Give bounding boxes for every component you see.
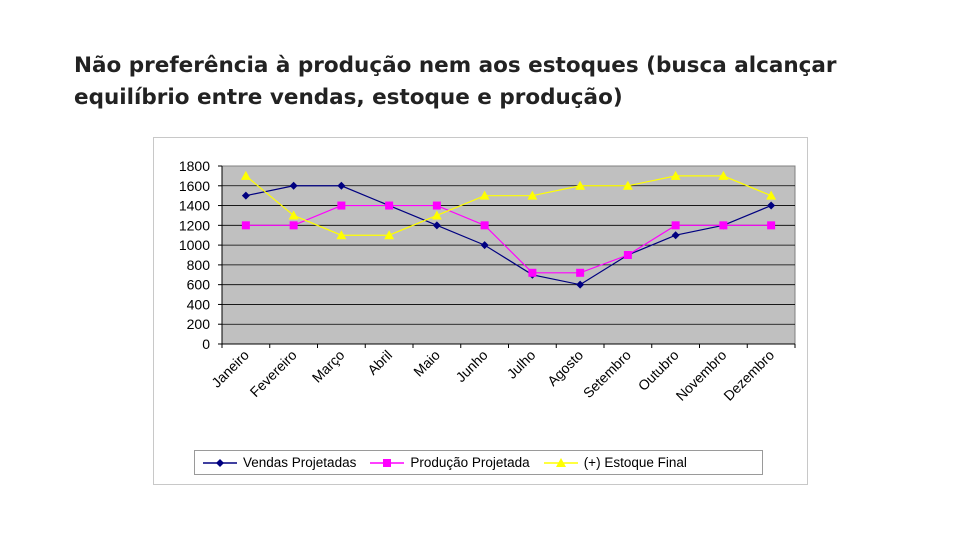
y-tick-label: 1600 xyxy=(179,178,210,194)
y-tick-label: 200 xyxy=(187,316,211,332)
data-point-series-2 xyxy=(576,268,585,277)
legend-item-2: Produção Projetada xyxy=(368,455,530,470)
data-point-series-1 xyxy=(671,231,680,240)
slide-title-line-1: Não preferência à produção nem aos estoq… xyxy=(74,53,837,78)
data-point-series-1 xyxy=(289,181,298,190)
data-point-series-3 xyxy=(766,190,777,200)
x-tick-label: Setembro xyxy=(580,347,634,401)
legend-marker xyxy=(555,457,566,467)
data-point-series-2 xyxy=(623,251,632,259)
data-point-series-3 xyxy=(288,210,299,220)
legend-item-3: (+) Estoque Final xyxy=(542,455,687,470)
plot-area xyxy=(221,165,796,345)
y-tick-label: 800 xyxy=(187,257,211,273)
data-point-series-3 xyxy=(718,170,729,180)
data-point-series-2 xyxy=(385,201,394,210)
series-line-1 xyxy=(245,185,772,286)
data-point-series-1 xyxy=(576,280,585,289)
x-tick-label: Agosto xyxy=(544,347,586,389)
chart-legend: Vendas Projetadas Produção Projetada (+) E… xyxy=(194,450,763,475)
data-point-series-2 xyxy=(528,268,537,277)
data-point-series-2 xyxy=(432,201,441,210)
legend-label: Vendas Projetadas xyxy=(243,455,357,470)
y-tick-label: 1800 xyxy=(179,158,210,174)
data-point-series-1 xyxy=(767,201,776,210)
data-point-series-3 xyxy=(670,170,681,180)
slide-title: Não preferência à produção nem aos estoq… xyxy=(74,50,894,114)
data-point-series-3 xyxy=(622,180,633,190)
x-tick-label: Novembro xyxy=(673,347,730,404)
data-point-series-1 xyxy=(432,221,441,230)
series-line-2 xyxy=(245,204,772,274)
data-point-series-3 xyxy=(431,210,442,220)
data-point-series-2 xyxy=(337,201,346,210)
data-point-series-3 xyxy=(384,230,395,240)
x-tick-label: Maio xyxy=(410,347,443,380)
data-point-series-3 xyxy=(240,170,251,180)
slide-title-line-2: equilíbrio entre vendas, estoque e produ… xyxy=(74,85,623,110)
legend-item-1: Vendas Projetadas xyxy=(201,455,356,470)
x-tick-label: Março xyxy=(309,347,348,386)
legend-marker xyxy=(216,458,224,467)
legend-label: (+) Estoque Final xyxy=(583,455,687,470)
x-tick-label: Outubro xyxy=(635,347,682,394)
chart-svg: 0 200 400 600 800 1000 1200 1400 1600 1800 Janeiro… xyxy=(179,158,796,404)
x-tick-label: Julho xyxy=(504,347,539,382)
data-point-series-2 xyxy=(289,221,298,230)
data-point-series-3 xyxy=(479,190,490,200)
data-point-series-3 xyxy=(527,190,538,200)
x-tick-label: Janeiro xyxy=(208,347,252,391)
x-tick-label: Fevereiro xyxy=(247,347,300,400)
legend-marker xyxy=(383,458,392,467)
data-point-series-3 xyxy=(336,230,347,240)
x-tick-label: Abril xyxy=(364,347,395,378)
data-point-series-1 xyxy=(480,241,489,250)
y-tick-label: 1000 xyxy=(179,237,210,253)
legend-label: Produção Projetada xyxy=(410,455,530,470)
data-point-series-1 xyxy=(241,191,250,200)
data-point-series-2 xyxy=(241,221,250,230)
y-tick-label: 400 xyxy=(187,296,211,312)
y-tick-label: 0 xyxy=(202,336,210,352)
y-tick-label: 1400 xyxy=(179,198,210,214)
x-tick-label: Dezembro xyxy=(720,347,777,404)
legend-swatch xyxy=(543,457,578,467)
data-point-series-2 xyxy=(719,221,728,230)
data-point-series-3 xyxy=(575,180,586,190)
legend-swatch xyxy=(203,458,237,467)
x-tick-label: Junho xyxy=(452,347,490,385)
data-point-series-2 xyxy=(480,221,489,230)
series-line-3 xyxy=(245,175,772,236)
data-point-series-1 xyxy=(337,181,346,190)
y-tick-label: 600 xyxy=(187,277,211,293)
data-point-series-2 xyxy=(767,221,776,230)
y-tick-label: 1200 xyxy=(179,217,210,233)
data-point-series-2 xyxy=(671,221,680,230)
line-chart: 0 200 400 600 800 1000 1200 1400 1600 1800 Janeiro… xyxy=(153,137,808,485)
legend-swatch xyxy=(370,458,405,467)
